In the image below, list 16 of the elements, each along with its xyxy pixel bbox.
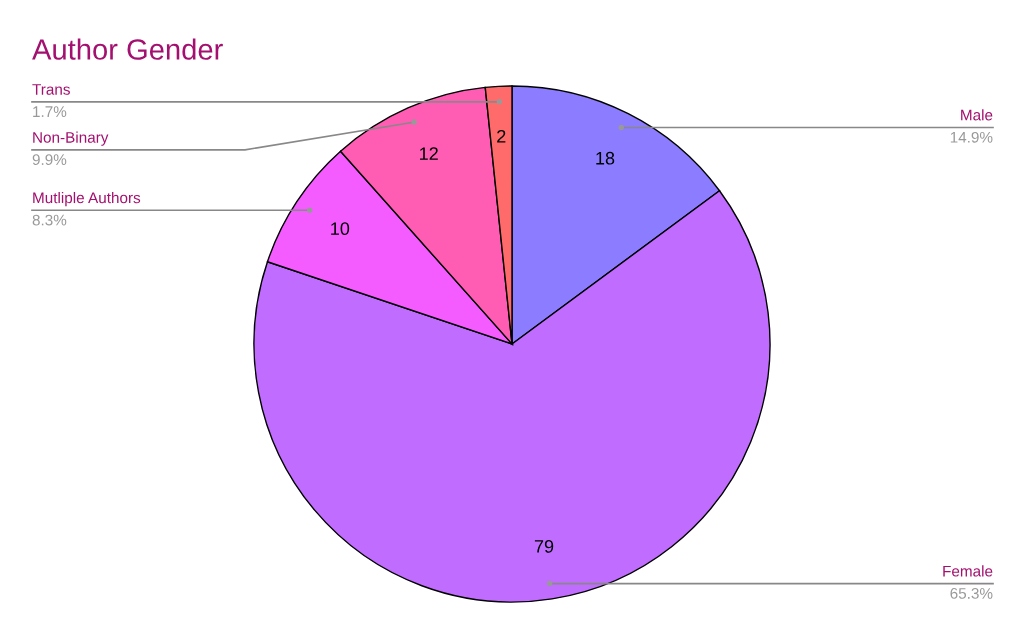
data-label: 12 bbox=[420, 147, 438, 160]
slice-label: Male bbox=[961, 109, 993, 121]
data-label: 2 bbox=[497, 129, 506, 143]
slice-label: Female bbox=[943, 565, 993, 577]
text: 1.7% bbox=[33, 106, 67, 117]
text: 14.9% bbox=[950, 131, 993, 143]
slice-label: Non-Binary bbox=[33, 131, 109, 146]
text: 65.3% bbox=[950, 587, 993, 599]
text: 8.3% bbox=[32, 214, 67, 226]
slice-label: Trans bbox=[32, 84, 70, 95]
data-label: 10 bbox=[331, 222, 350, 236]
data-label: 18 bbox=[596, 151, 615, 165]
data-label: 79 bbox=[534, 539, 554, 553]
chart-title: Author Gender bbox=[32, 38, 223, 60]
slice-label: Mutliple Authors bbox=[33, 192, 141, 207]
text: 9.9% bbox=[32, 154, 67, 166]
